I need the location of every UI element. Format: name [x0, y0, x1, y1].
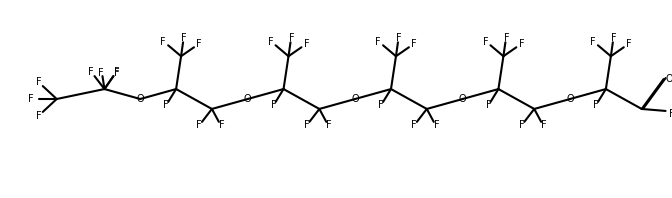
Text: F: F — [327, 120, 332, 130]
Text: F: F — [268, 37, 274, 47]
Text: F: F — [375, 37, 381, 47]
Text: O: O — [666, 74, 672, 84]
Text: F: F — [97, 68, 103, 78]
Text: O: O — [244, 94, 251, 104]
Text: F: F — [163, 100, 169, 110]
Text: F: F — [378, 100, 384, 110]
Text: F: F — [219, 120, 224, 130]
Text: F: F — [114, 67, 119, 77]
Text: F: F — [196, 120, 202, 130]
Text: F: F — [88, 67, 93, 77]
Text: F: F — [304, 120, 309, 130]
Text: F: F — [593, 100, 599, 110]
Text: F: F — [519, 120, 524, 130]
Text: F: F — [36, 77, 42, 87]
Text: F: F — [304, 39, 309, 49]
Text: F: F — [411, 120, 417, 130]
Text: F: F — [28, 94, 34, 104]
Text: F: F — [626, 39, 632, 49]
Text: F: F — [542, 120, 547, 130]
Text: F: F — [411, 39, 417, 49]
Text: F: F — [289, 33, 294, 43]
Text: F: F — [396, 33, 402, 43]
Text: F: F — [519, 39, 524, 49]
Text: O: O — [459, 94, 466, 104]
Text: F: F — [271, 100, 276, 110]
Text: F: F — [434, 120, 439, 130]
Text: F: F — [611, 33, 617, 43]
Text: O: O — [351, 94, 359, 104]
Text: F: F — [161, 37, 166, 47]
Text: F: F — [36, 111, 42, 121]
Text: F: F — [114, 68, 119, 78]
Text: F: F — [482, 37, 489, 47]
Text: O: O — [566, 94, 574, 104]
Text: F: F — [503, 33, 509, 43]
Text: F: F — [590, 37, 596, 47]
Text: O: O — [136, 94, 144, 104]
Text: F: F — [669, 109, 672, 119]
Text: F: F — [486, 100, 491, 110]
Text: F: F — [181, 33, 187, 43]
Text: F: F — [196, 39, 202, 49]
